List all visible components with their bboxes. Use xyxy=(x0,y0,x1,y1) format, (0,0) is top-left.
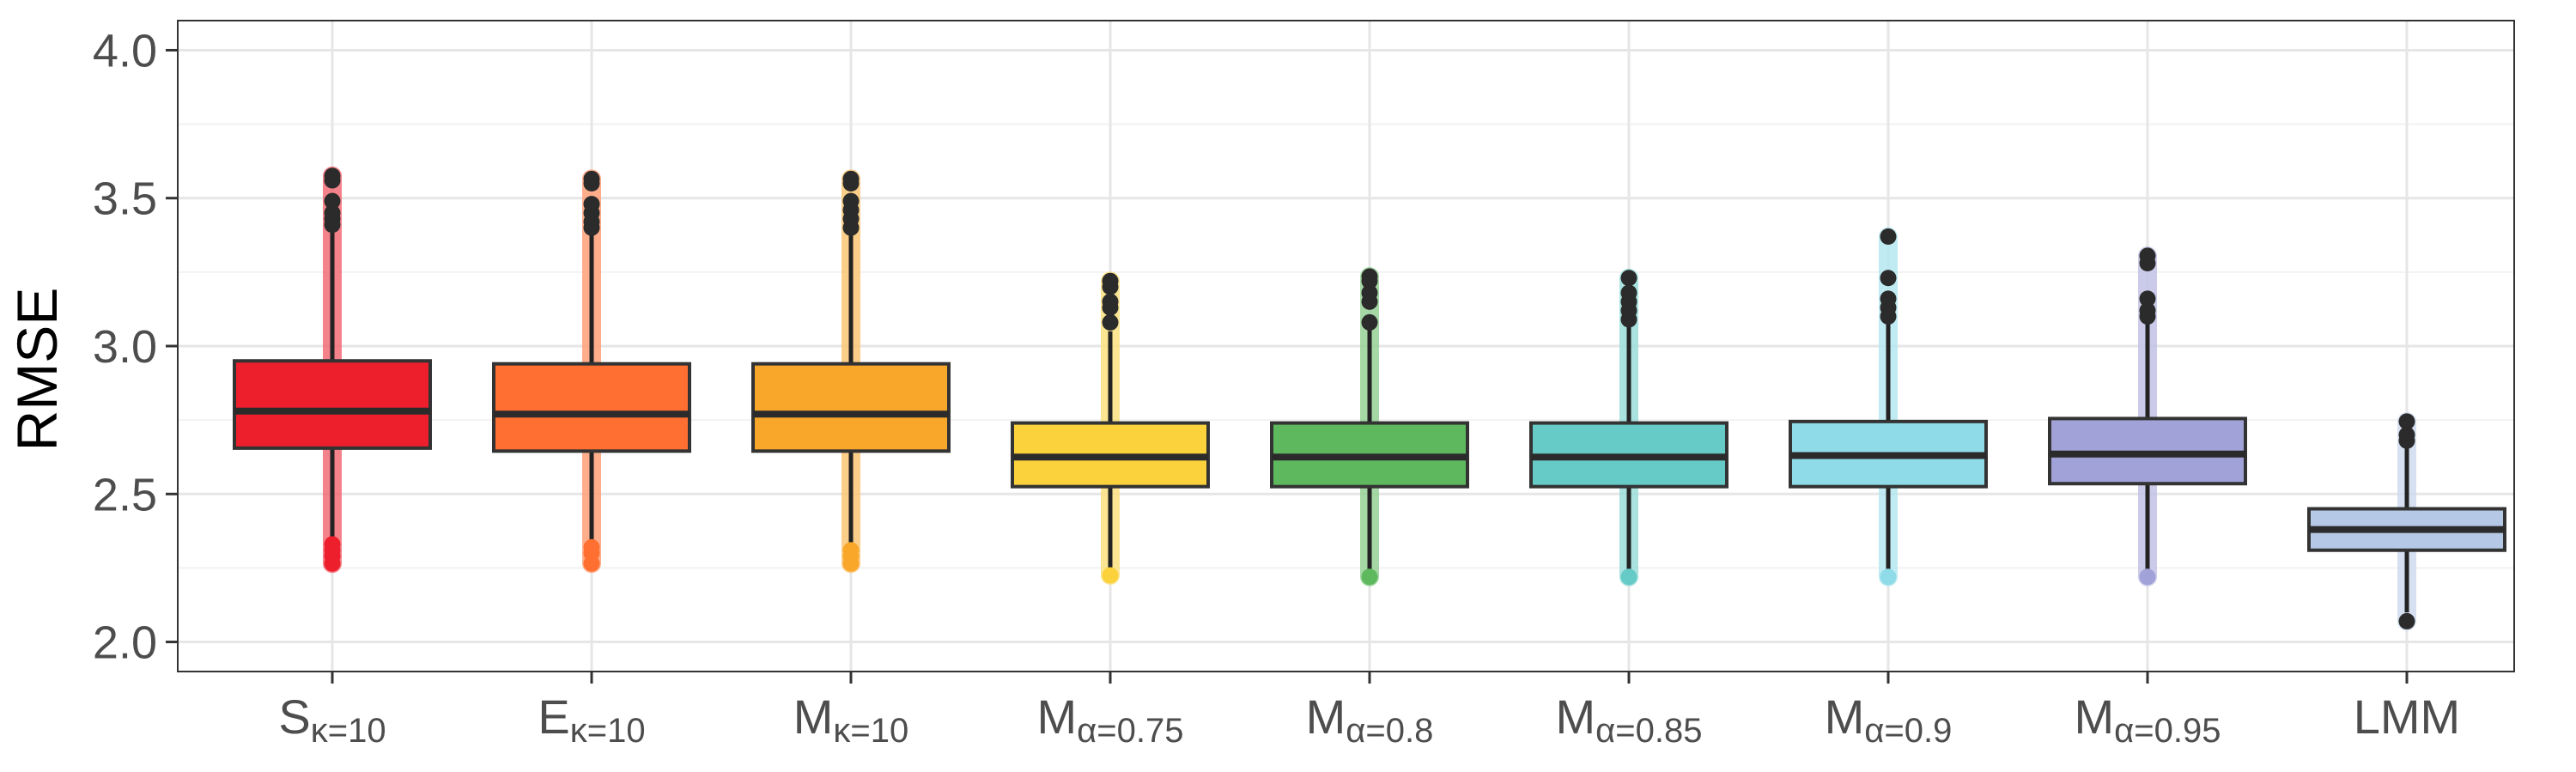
x-tick-label-base: M xyxy=(2075,690,2115,744)
outlier-point xyxy=(583,170,600,187)
outlier-point xyxy=(324,536,341,553)
x-tick-label: Sκ=10 xyxy=(278,690,386,750)
x-tick-label-subscript: α=0.9 xyxy=(1864,712,1952,750)
outlier-point xyxy=(1620,284,1637,301)
x-tick-label-base: M xyxy=(793,690,834,744)
y-tick-label: 3.5 xyxy=(93,173,157,225)
box-iqr xyxy=(492,362,691,453)
x-tick-label: Mκ=10 xyxy=(793,690,909,750)
outlier-point xyxy=(1880,290,1897,307)
y-tick-label: 3.0 xyxy=(93,321,157,373)
x-tick-label-base: M xyxy=(1825,690,1865,744)
x-tick-label: Mα=0.8 xyxy=(1306,690,1434,750)
outlier-point xyxy=(1102,272,1119,289)
outlier-point xyxy=(1102,313,1119,331)
outlier-point xyxy=(842,170,860,187)
x-axis: Sκ=10 Eκ=10 Mκ=10 Mα=0.75 Mα=0.8 Mα=0.85 Mα=0.… xyxy=(278,672,2460,750)
x-tick-label-base: E xyxy=(538,690,569,744)
outlier-point xyxy=(1102,293,1119,310)
box-group xyxy=(1011,271,1210,586)
x-tick-label-subscript: κ=10 xyxy=(311,712,386,750)
x-tick-label-base: S xyxy=(278,690,310,744)
box-group xyxy=(1529,268,1728,587)
outlier-point xyxy=(583,538,600,556)
box-iqr xyxy=(751,362,951,453)
x-tick-label: Eκ=10 xyxy=(538,690,645,750)
outlier-point xyxy=(1620,568,1637,586)
box-group xyxy=(2048,246,2247,587)
outlier-point xyxy=(1880,270,1897,287)
outlier-point xyxy=(1102,567,1119,584)
outlier-point xyxy=(324,167,341,185)
outlier-point xyxy=(842,542,860,559)
x-tick-label-subscript: κ=10 xyxy=(570,712,646,750)
outlier-point xyxy=(2398,413,2415,430)
box-group xyxy=(751,169,951,574)
box-iqr xyxy=(233,359,432,450)
x-tick-label-base: M xyxy=(1556,690,1596,744)
box-group xyxy=(1270,267,1469,587)
outlier-point xyxy=(2139,568,2156,586)
outlier-point xyxy=(324,192,341,210)
outlier-point xyxy=(2139,302,2156,319)
outlier-point xyxy=(583,196,600,213)
outlier-point xyxy=(1361,284,1378,301)
outlier-point xyxy=(1880,568,1897,586)
x-tick-label-subscript: α=0.85 xyxy=(1595,712,1702,750)
x-tick-label-subscript: α=0.8 xyxy=(1346,712,1433,750)
x-tick-label-subscript: α=0.95 xyxy=(2114,712,2221,750)
outlier-point xyxy=(324,204,341,222)
box-series xyxy=(233,166,2506,631)
outlier-point xyxy=(2139,290,2156,307)
outlier-point xyxy=(1361,268,1378,285)
x-tick-label-subscript: κ=10 xyxy=(833,712,908,750)
x-tick-label: LMM xyxy=(2354,690,2460,744)
x-tick-label-subscript: α=0.75 xyxy=(1077,712,1183,750)
box-group xyxy=(1789,227,1988,587)
outlier-point xyxy=(1880,228,1897,246)
outlier-point xyxy=(2398,426,2415,443)
y-tick-label: 4.0 xyxy=(93,25,157,76)
x-tick-label: Mα=0.75 xyxy=(1037,690,1184,750)
x-tick-label: Mα=0.85 xyxy=(1556,690,1703,750)
y-axis: 2.0 2.5 3.0 3.5 4.0 xyxy=(93,25,178,669)
box-group xyxy=(233,166,432,574)
x-tick-label-base: LMM xyxy=(2354,690,2460,744)
y-tick-label: 2.5 xyxy=(93,469,157,520)
x-tick-label-base: M xyxy=(1037,690,1078,744)
x-tick-label-base: M xyxy=(1306,690,1346,744)
box-group xyxy=(2307,411,2506,631)
outlier-point xyxy=(1620,270,1637,287)
outlier-point xyxy=(842,192,860,210)
box-group xyxy=(492,169,691,574)
outlier-point xyxy=(2398,612,2415,629)
x-tick-label: Mα=0.95 xyxy=(2075,690,2221,750)
y-axis-title: RMSE xyxy=(5,288,69,452)
outlier-point xyxy=(2139,247,2156,264)
y-tick-label: 2.0 xyxy=(93,617,157,669)
outlier-point xyxy=(1361,313,1378,331)
outlier-point xyxy=(1361,568,1378,586)
x-tick-label: Mα=0.9 xyxy=(1825,690,1953,750)
